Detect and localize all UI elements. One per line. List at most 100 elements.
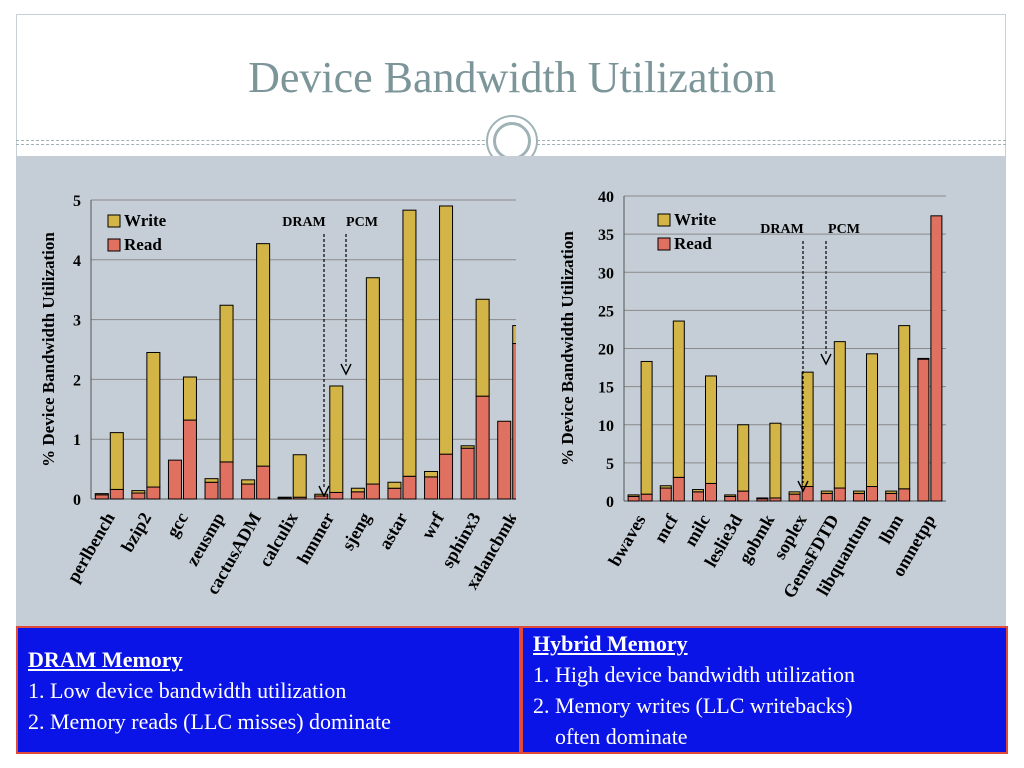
bar-write-pcm	[182, 376, 197, 421]
annotation-pcm-label: PCM	[346, 215, 378, 230]
legend-write-swatch	[107, 214, 121, 228]
bar-read-pcm	[640, 493, 653, 502]
bar-write-dram	[756, 497, 769, 500]
bar-write-pcm	[640, 360, 653, 495]
bar-read-pcm	[109, 488, 124, 500]
bar-write-dram	[659, 485, 672, 489]
y-tick-label: 35	[598, 227, 614, 244]
bar-read-pcm	[672, 476, 685, 502]
bar-read-pcm	[402, 475, 417, 500]
x-tick-label: sjeng	[338, 509, 375, 554]
slide-title: Device Bandwidth Utilization	[248, 53, 776, 102]
chart-spec2006-b: 0 5 10 15 20 25 30 35 40 % Device Bandwidth Utili…	[558, 189, 946, 602]
y-tick-label: 5	[73, 193, 81, 210]
bar-write-pcm	[109, 432, 124, 490]
y-tick-label: 4	[73, 253, 81, 270]
legend-read-label: Read	[674, 234, 712, 253]
bar-write-pcm	[439, 205, 454, 455]
y-axis-label: % Device Bandwidth Utilization	[39, 232, 58, 467]
bar-read-dram	[167, 459, 182, 500]
x-tick-label: bwaves	[604, 511, 649, 570]
y-tick-label: 30	[598, 265, 614, 282]
annotation-pcm-arrowhead	[340, 363, 352, 376]
bar-write-dram	[387, 481, 402, 489]
bar-write-pcm	[705, 375, 717, 484]
dram-point-1: 1. Low device bandwidth utilization	[28, 678, 347, 703]
bar-write-dram	[788, 491, 801, 495]
y-tick-label: 25	[598, 303, 614, 320]
bar-write-pcm	[475, 298, 490, 397]
y-tick-label: 0	[73, 492, 81, 509]
y-axis-label: % Device Bandwidth Utilization	[558, 231, 577, 466]
y-tick-label: 5	[606, 456, 614, 473]
annotation-pcm-arrowhead	[820, 353, 832, 366]
bar-read-dram	[204, 481, 219, 500]
bar-read-dram	[820, 492, 833, 502]
bar-write-pcm	[402, 209, 417, 477]
y-tick-label: 1	[73, 432, 81, 449]
hybrid-memory-box: Hybrid Memory 1. High device bandwidth u…	[521, 626, 1008, 754]
y-tick-label: 20	[598, 342, 614, 359]
bar-read-dram	[424, 476, 439, 500]
bar-read-dram	[241, 483, 256, 500]
bar-read-pcm	[219, 461, 234, 500]
bar-write-dram	[131, 490, 146, 494]
bar-read-pcm	[146, 486, 161, 500]
annotation-dram-label: DRAM	[760, 222, 804, 237]
bar-read-pcm	[439, 453, 454, 500]
bar-write-pcm	[219, 304, 234, 463]
bar-read-pcm	[737, 490, 750, 502]
y-tick-label: 15	[598, 380, 614, 397]
bar-read-pcm	[833, 487, 846, 502]
bar-write-pcm	[898, 325, 911, 490]
x-tick-label: astar	[375, 509, 412, 553]
bar-read-dram	[94, 494, 109, 500]
x-tick-label: mcf	[650, 510, 682, 546]
bar-write-dram	[460, 445, 475, 449]
bar-write-dram	[204, 478, 219, 483]
x-tick-label: lbm	[875, 511, 907, 547]
bar-read-pcm	[475, 395, 490, 500]
bar-write-pcm	[329, 385, 344, 493]
bar-write-dram	[820, 490, 833, 494]
hybrid-memory-heading: Hybrid Memory	[533, 631, 688, 656]
bar-write-pcm	[672, 320, 685, 478]
bar-write-dram	[314, 493, 329, 497]
bar-read-dram	[350, 491, 365, 500]
bar-read-dram	[692, 491, 704, 502]
annotation-pcm-label: PCM	[828, 222, 860, 237]
bar-read-pcm	[365, 483, 380, 500]
x-tick-label: bzip2	[117, 509, 155, 555]
bar-write-dram	[724, 494, 737, 497]
bar-read-pcm	[329, 491, 344, 500]
bar-write-dram	[94, 493, 109, 496]
bar-read-dram	[853, 492, 865, 502]
bar-write-pcm	[866, 353, 878, 488]
y-tick-label: 40	[598, 189, 614, 206]
bar-write-pcm	[146, 351, 161, 488]
x-tick-label: hmmer	[293, 509, 338, 567]
bar-read-dram	[659, 487, 672, 502]
bar-write-pcm	[512, 325, 516, 345]
bar-read-dram	[627, 495, 640, 502]
legend-write-swatch	[657, 213, 671, 227]
annotation-dram-arrowhead	[318, 485, 330, 498]
bar-write-dram	[627, 494, 640, 497]
bar-read-dram	[497, 420, 512, 500]
y-tick-label: 10	[598, 418, 614, 435]
hybrid-point-2: 2. Memory writes (LLC writebacks)	[533, 693, 853, 718]
bar-write-dram	[241, 479, 256, 485]
legend-read-label: Read	[124, 235, 162, 254]
bar-read-pcm	[866, 486, 878, 502]
dram-memory-heading: DRAM Memory	[28, 647, 183, 672]
bar-read-dram	[131, 492, 146, 500]
bar-read-dram	[788, 493, 801, 502]
legend-read-swatch	[107, 238, 121, 252]
y-tick-label: 2	[73, 372, 81, 389]
dram-point-2: 2. Memory reads (LLC misses) dominate	[28, 709, 391, 734]
bar-write-dram	[424, 470, 439, 478]
annotation-dram-arrowhead	[797, 480, 809, 493]
y-tick-label: 0	[606, 494, 614, 511]
bar-write-dram	[917, 357, 930, 360]
